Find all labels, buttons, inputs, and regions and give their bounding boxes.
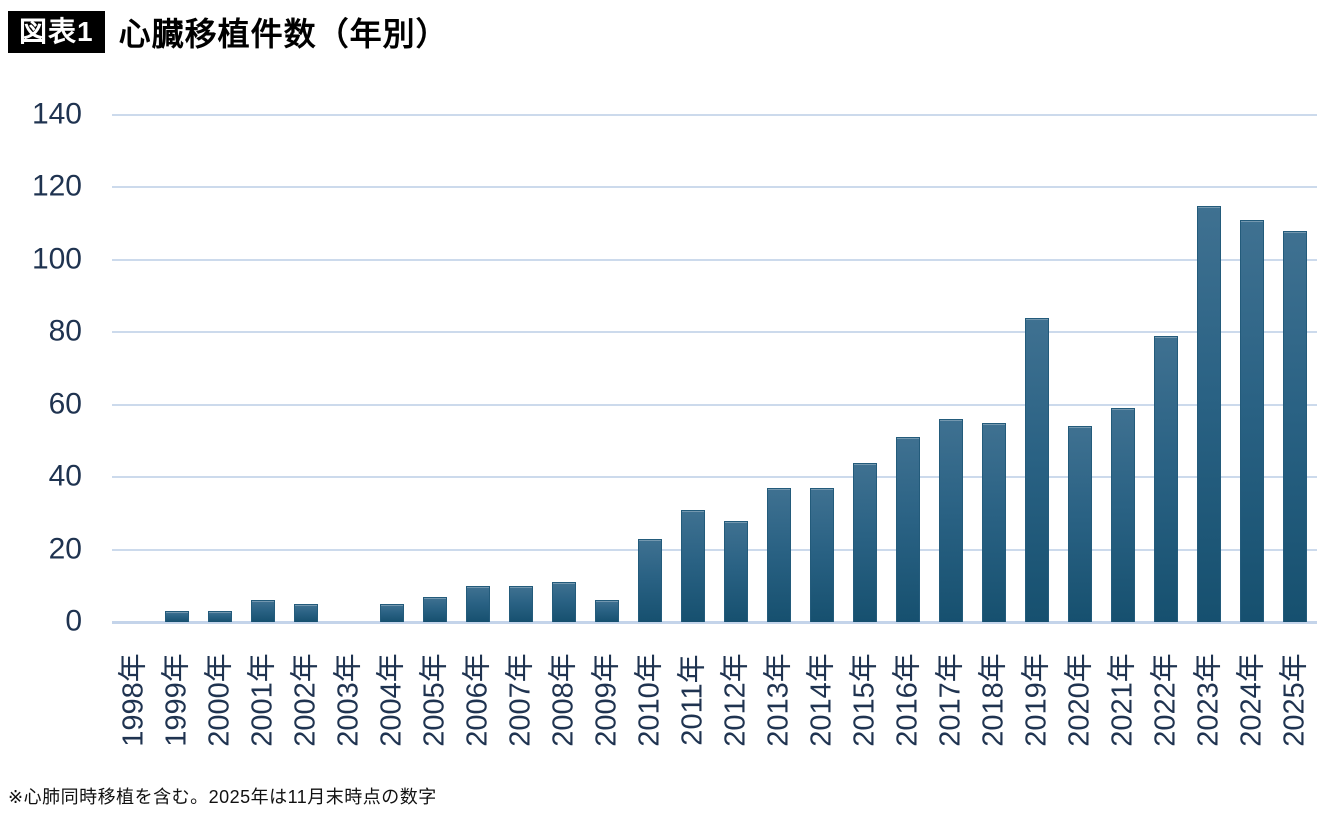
bar-2020 <box>1068 426 1093 622</box>
bar-2012 <box>724 520 749 622</box>
x-tick-label-2022: 2022年 <box>1149 653 1182 747</box>
bar-2019 <box>1025 317 1050 622</box>
gridline-20 <box>112 548 1317 551</box>
bar-2010 <box>637 538 662 622</box>
x-tick-label-2010: 2010年 <box>633 653 666 747</box>
bar-2008 <box>551 582 576 622</box>
x-tick-label-2023: 2023年 <box>1192 653 1225 747</box>
x-tick-label-2017: 2017年 <box>934 653 967 747</box>
bar-2000 <box>207 611 232 622</box>
bar-2009 <box>594 600 619 622</box>
bar-2018 <box>982 422 1007 622</box>
chart-title: 心臓移植件数（年別） <box>118 16 449 52</box>
bar-2015 <box>853 462 878 622</box>
gridline-80 <box>112 331 1317 334</box>
bar-2011 <box>680 509 705 622</box>
x-tick-label-2015: 2015年 <box>848 653 881 747</box>
x-tick-label-2013: 2013年 <box>762 653 795 747</box>
x-tick-label-2003: 2003年 <box>332 653 365 747</box>
x-tick-label-2019: 2019年 <box>1020 653 1053 747</box>
x-tick-label-2025: 2025年 <box>1278 653 1311 747</box>
x-tick-label-2000: 2000年 <box>203 653 236 747</box>
bar-2013 <box>767 488 792 622</box>
x-tick-label-2011: 2011年 <box>676 654 709 746</box>
x-tick-label-2014: 2014年 <box>805 653 838 747</box>
chart-header: 図表1 心臓移植件数（年別） <box>8 9 449 55</box>
x-tick-label-1999: 1999年 <box>160 653 193 747</box>
gridline-120 <box>112 186 1317 189</box>
bar-2024 <box>1240 220 1265 622</box>
bar-2021 <box>1111 408 1136 622</box>
bar-2017 <box>939 419 964 622</box>
y-tick-label-100: 100 <box>31 242 82 276</box>
bar-2004 <box>379 603 404 622</box>
footnote: ※心肺同時移植を含む。2025年は11月末時点の数字 <box>8 787 437 807</box>
bar-2001 <box>250 600 275 622</box>
gridline-0 <box>112 621 1317 624</box>
y-tick-label-80: 80 <box>48 314 82 348</box>
bar-2022 <box>1154 335 1179 622</box>
x-tick-label-1998: 1998年 <box>117 653 150 747</box>
x-tick-label-2008: 2008年 <box>547 653 580 747</box>
gridline-140 <box>112 114 1317 116</box>
gridline-60 <box>112 403 1317 406</box>
bar-2014 <box>810 488 835 622</box>
y-tick-label-60: 60 <box>48 387 82 421</box>
bar-2002 <box>293 603 318 622</box>
y-tick-label-40: 40 <box>48 459 82 493</box>
bar-2016 <box>896 437 921 622</box>
x-tick-label-2001: 2001年 <box>246 653 279 747</box>
y-tick-label-120: 120 <box>31 169 82 203</box>
y-tick-label-20: 20 <box>48 531 82 565</box>
x-tick-label-2005: 2005年 <box>418 653 451 747</box>
bar-2007 <box>508 585 533 622</box>
gridline-100 <box>112 258 1317 261</box>
y-tick-label-0: 0 <box>65 604 82 638</box>
x-tick-label-2002: 2002年 <box>289 653 322 747</box>
bar-2006 <box>465 585 490 622</box>
x-tick-label-2020: 2020年 <box>1063 653 1096 747</box>
x-tick-label-2007: 2007年 <box>504 653 537 747</box>
x-tick-label-2016: 2016年 <box>891 653 924 747</box>
x-tick-label-2012: 2012年 <box>719 653 752 747</box>
x-tick-label-2021: 2021年 <box>1106 653 1139 747</box>
bar-2023 <box>1197 205 1222 622</box>
gridline-40 <box>112 476 1317 479</box>
bar-2025 <box>1283 230 1308 622</box>
x-tick-label-2024: 2024年 <box>1235 653 1268 747</box>
x-tick-label-2009: 2009年 <box>590 653 623 747</box>
x-tick-label-2018: 2018年 <box>977 653 1010 747</box>
y-tick-label-140: 140 <box>31 97 82 131</box>
x-tick-label-2006: 2006年 <box>461 653 494 747</box>
bar-1999 <box>164 611 189 622</box>
x-tick-label-2004: 2004年 <box>375 653 408 747</box>
bar-2005 <box>422 596 447 622</box>
figure-badge: 図表1 <box>8 10 105 54</box>
